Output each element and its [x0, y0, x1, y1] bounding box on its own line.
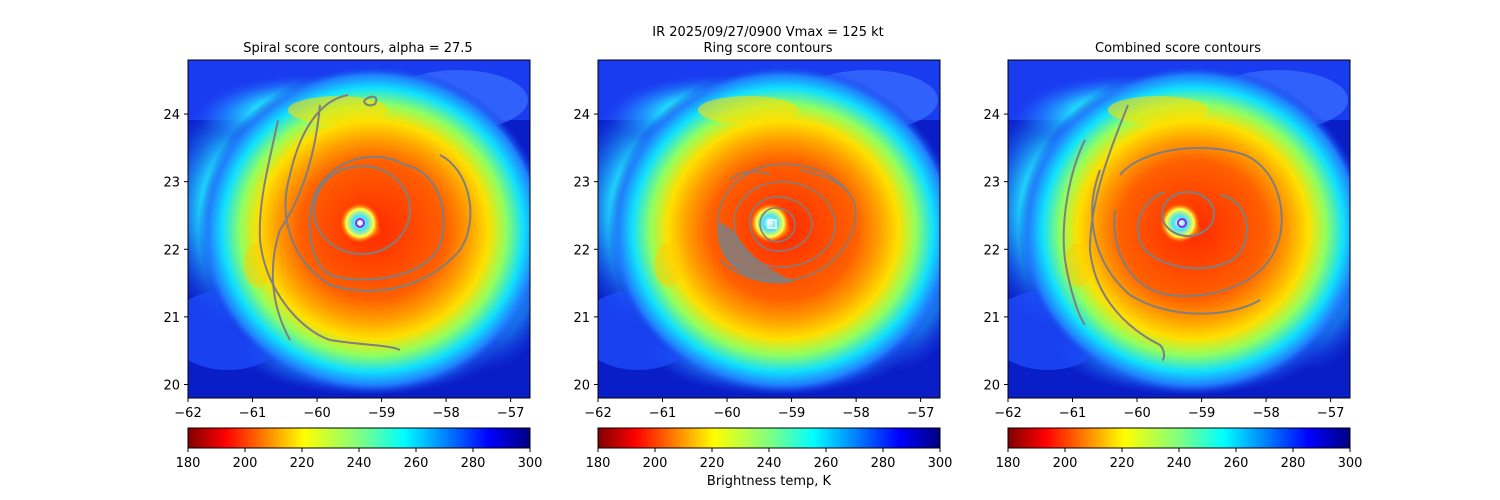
colorbar-tick-label: 240	[347, 456, 372, 471]
y-tick-label: 22	[573, 243, 590, 258]
y-tick-label: 23	[163, 176, 180, 191]
ring-fill	[717, 222, 795, 283]
x-tick-label: −60	[713, 406, 740, 421]
colorbar-tick-label: 220	[700, 456, 725, 471]
x-tick-label: −59	[368, 406, 395, 421]
combined-contours	[1062, 104, 1283, 361]
colorbar-tick-label: 180	[996, 456, 1021, 471]
colorbar-tick-label: 240	[757, 456, 782, 471]
colorbar-tick-label: 260	[814, 456, 839, 471]
ir-image	[598, 60, 940, 398]
x-tick-label: −61	[239, 406, 266, 421]
y-tick-label: 21	[163, 311, 180, 326]
colorbar-tick-label: 220	[1110, 456, 1135, 471]
colorbar-tick-label: 260	[1224, 456, 1249, 471]
center-marker	[355, 218, 365, 228]
x-axis: −62 −61 −60 −59 −58 −57	[174, 398, 524, 421]
colorbar-tick-label: 260	[404, 456, 429, 471]
y-tick-label: 24	[163, 108, 180, 123]
x-tick-label: −57	[907, 406, 934, 421]
panel-title: Combined score contours	[1095, 41, 1261, 56]
x-axis: −62 −61 −60 −59 −58 −57	[584, 398, 934, 421]
x-tick-label: −58	[842, 406, 869, 421]
panel-combined: Combined score contours −62 −61 −60 −59 −58−…	[983, 41, 1363, 471]
colorbar-tick-label: 300	[518, 456, 543, 471]
colorbar-ticks: 180 200 220 240 260 280 300	[176, 448, 543, 471]
y-tick-label: 21	[573, 311, 590, 326]
colorbar-tick-label: 300	[928, 456, 953, 471]
colorbar	[597, 427, 941, 449]
colorbar-tick-label: 300	[1338, 456, 1363, 471]
colorbar-tick-label: 280	[461, 456, 486, 471]
colorbar-ticks: 180 200 220 240 260 280 300	[586, 448, 953, 471]
x-tick-label: −57	[497, 406, 524, 421]
colorbar-tick-label: 200	[643, 456, 668, 471]
spiral-contours	[258, 94, 472, 351]
colorbar-tick-label: 240	[1167, 456, 1192, 471]
axes-frame	[597, 59, 941, 399]
colorbar-tick-label: 200	[233, 456, 258, 471]
panel-title: Ring score contours	[703, 41, 832, 56]
axes-frame	[1007, 59, 1351, 399]
colorbar-tick-label: 220	[290, 456, 315, 471]
x-tick-label: −62	[994, 406, 1021, 421]
x-tick-label: −57	[1317, 406, 1344, 421]
x-tick-label: −62	[174, 406, 201, 421]
y-tick-label: 20	[983, 378, 1000, 393]
center-box-marker	[767, 219, 777, 229]
y-tick-label: 20	[163, 378, 180, 393]
x-tick-label: −61	[649, 406, 676, 421]
colorbar-tick-label: 180	[176, 456, 201, 471]
y-tick-label: 24	[983, 108, 1000, 123]
y-tick-label: 23	[983, 176, 1000, 191]
x-tick-label: −60	[303, 406, 330, 421]
x-tick-label: −59	[778, 406, 805, 421]
y-tick-label: 22	[163, 243, 180, 258]
center-marker	[1177, 218, 1187, 228]
y-tick-label: 24	[573, 108, 590, 123]
x-tick-label: −61	[1059, 406, 1086, 421]
ring-contours	[717, 163, 857, 284]
x-tick-label: −59	[1188, 406, 1215, 421]
x-tick-label: −58	[1252, 406, 1279, 421]
y-tick-label: 20	[573, 378, 590, 393]
ir-image	[1008, 60, 1350, 398]
colorbar-tick-label: 280	[871, 456, 896, 471]
x-tick-label: −62	[584, 406, 611, 421]
x-tick-label: −58	[432, 406, 459, 421]
colorbar-label: Brightness temp, K	[707, 474, 832, 489]
y-tick-label: 23	[573, 176, 590, 191]
axes-frame	[187, 59, 531, 399]
colorbar-tick-label: 280	[1281, 456, 1306, 471]
panel-title: Spiral score contours, alpha = 27.5	[243, 41, 472, 56]
colorbar	[1007, 427, 1351, 449]
colorbar	[187, 427, 531, 449]
panel-ring: Ring score contours −62 −61 −60 −59 −58 −57 2…	[573, 41, 953, 489]
y-axis: 20 21 22 23 24	[163, 108, 188, 393]
y-axis: 20 21 22 23 24	[573, 108, 598, 393]
panel-spiral: Spiral score contours, alpha = 27.5 −62−…	[163, 41, 543, 471]
x-axis: −62 −61 −60 −59 −58 −57	[994, 398, 1344, 421]
figure-suptitle: IR 2025/09/27/0900 Vmax = 125 kt	[652, 25, 883, 40]
colorbar-tick-label: 180	[586, 456, 611, 471]
colorbar-tick-label: 200	[1053, 456, 1078, 471]
x-tick-label: −60	[1123, 406, 1150, 421]
colorbar-ticks: 180 200 220 240 260 280 300	[996, 448, 1363, 471]
ir-image	[188, 60, 530, 398]
y-tick-label: 21	[983, 311, 1000, 326]
y-tick-label: 22	[983, 243, 1000, 258]
y-axis: 20 21 22 23 24	[983, 108, 1008, 393]
